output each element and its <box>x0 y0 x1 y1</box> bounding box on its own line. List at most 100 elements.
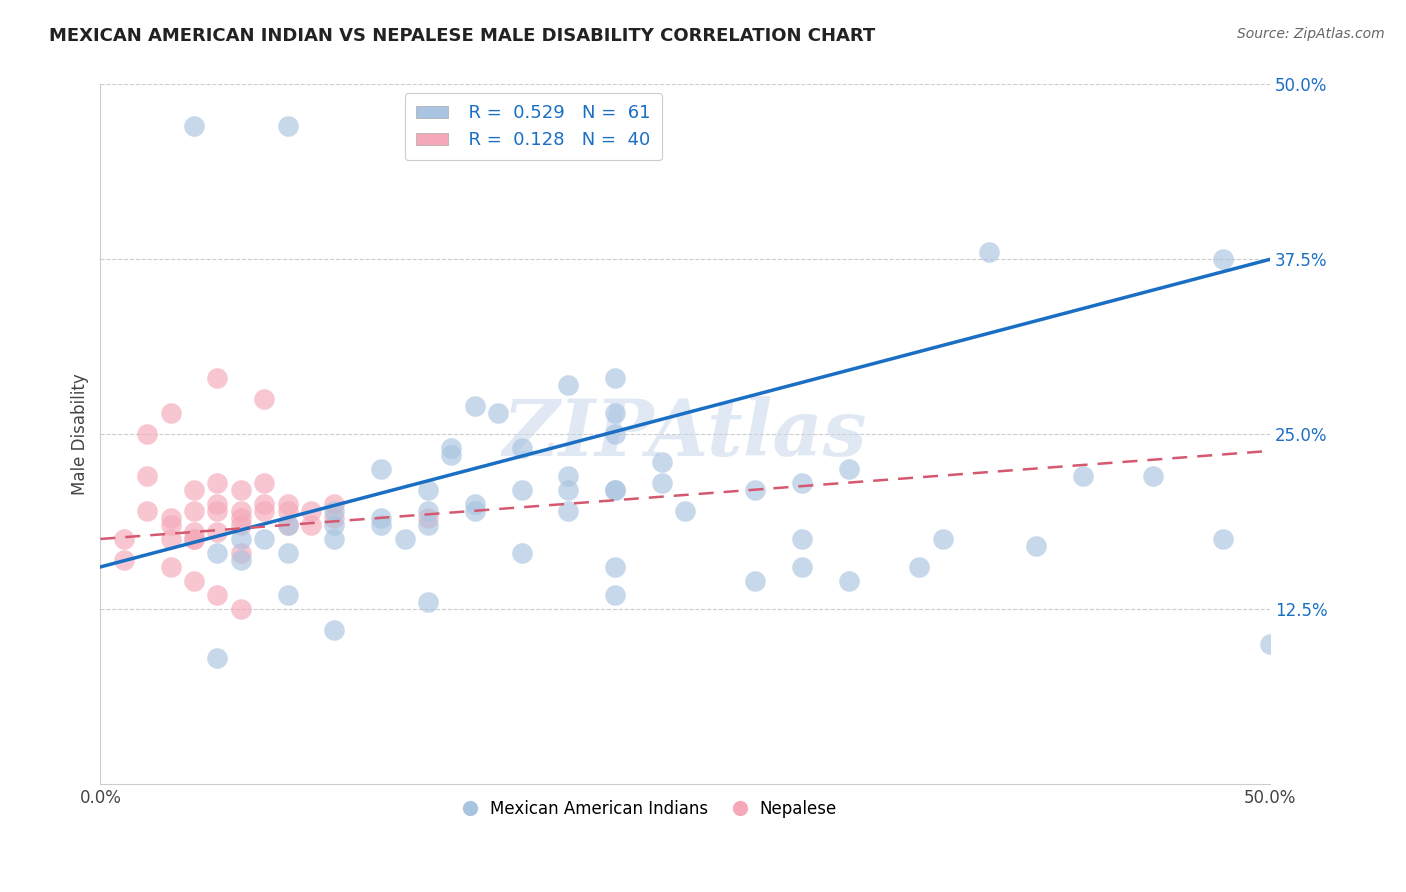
Legend: Mexican American Indians, Nepalese: Mexican American Indians, Nepalese <box>457 793 844 824</box>
Point <box>112 532 135 546</box>
Point <box>557 504 579 518</box>
Point <box>1258 637 1281 651</box>
Point <box>323 623 346 637</box>
Point <box>1212 252 1234 267</box>
Point <box>510 546 533 560</box>
Point <box>651 455 673 469</box>
Point <box>183 532 205 546</box>
Point <box>183 532 205 546</box>
Point <box>253 532 276 546</box>
Point <box>299 518 322 533</box>
Point <box>440 448 463 462</box>
Y-axis label: Male Disability: Male Disability <box>72 373 89 495</box>
Point <box>207 476 229 491</box>
Point <box>603 427 626 442</box>
Point <box>253 497 276 511</box>
Point <box>253 476 276 491</box>
Point <box>416 504 439 518</box>
Point <box>510 441 533 455</box>
Point <box>979 245 1001 260</box>
Point <box>792 560 814 574</box>
Point <box>323 511 346 525</box>
Point <box>299 504 322 518</box>
Point <box>370 518 392 533</box>
Point <box>370 462 392 476</box>
Point <box>229 504 252 518</box>
Point <box>229 602 252 616</box>
Point <box>229 518 252 533</box>
Point <box>323 518 346 533</box>
Point <box>557 483 579 497</box>
Point <box>603 483 626 497</box>
Point <box>207 588 229 602</box>
Point <box>1071 469 1094 483</box>
Point <box>792 532 814 546</box>
Point <box>651 476 673 491</box>
Point <box>229 546 252 560</box>
Point <box>1142 469 1164 483</box>
Point <box>253 392 276 406</box>
Point <box>136 504 159 518</box>
Point <box>207 371 229 385</box>
Point <box>183 504 205 518</box>
Point <box>207 504 229 518</box>
Point <box>464 504 486 518</box>
Point <box>112 553 135 567</box>
Point <box>603 588 626 602</box>
Point <box>931 532 953 546</box>
Point <box>673 504 696 518</box>
Point <box>183 524 205 539</box>
Point <box>183 574 205 588</box>
Point <box>253 504 276 518</box>
Point <box>136 469 159 483</box>
Point <box>183 483 205 497</box>
Point <box>159 560 181 574</box>
Point <box>277 518 299 533</box>
Point <box>277 504 299 518</box>
Point <box>159 511 181 525</box>
Point <box>277 497 299 511</box>
Point <box>323 504 346 518</box>
Point <box>416 518 439 533</box>
Point <box>557 378 579 392</box>
Point <box>792 476 814 491</box>
Point <box>323 497 346 511</box>
Point <box>277 120 299 134</box>
Point <box>323 532 346 546</box>
Point <box>440 441 463 455</box>
Point <box>744 574 766 588</box>
Point <box>603 483 626 497</box>
Point <box>603 406 626 420</box>
Point <box>207 524 229 539</box>
Point <box>838 574 860 588</box>
Point <box>394 532 416 546</box>
Point <box>603 371 626 385</box>
Point <box>207 497 229 511</box>
Point <box>229 532 252 546</box>
Point <box>416 483 439 497</box>
Point <box>277 588 299 602</box>
Point <box>1025 539 1047 553</box>
Point <box>159 406 181 420</box>
Point <box>838 462 860 476</box>
Point <box>229 483 252 497</box>
Point <box>1212 532 1234 546</box>
Text: Source: ZipAtlas.com: Source: ZipAtlas.com <box>1237 27 1385 41</box>
Point <box>603 560 626 574</box>
Text: MEXICAN AMERICAN INDIAN VS NEPALESE MALE DISABILITY CORRELATION CHART: MEXICAN AMERICAN INDIAN VS NEPALESE MALE… <box>49 27 876 45</box>
Point <box>510 483 533 497</box>
Point <box>486 406 509 420</box>
Point <box>183 120 205 134</box>
Point <box>464 399 486 413</box>
Point <box>159 518 181 533</box>
Point <box>557 469 579 483</box>
Point <box>370 511 392 525</box>
Point <box>464 497 486 511</box>
Point <box>277 546 299 560</box>
Point <box>229 511 252 525</box>
Point <box>744 483 766 497</box>
Point <box>207 651 229 665</box>
Point <box>229 553 252 567</box>
Text: ZIPAtlas: ZIPAtlas <box>503 396 868 473</box>
Point <box>416 595 439 609</box>
